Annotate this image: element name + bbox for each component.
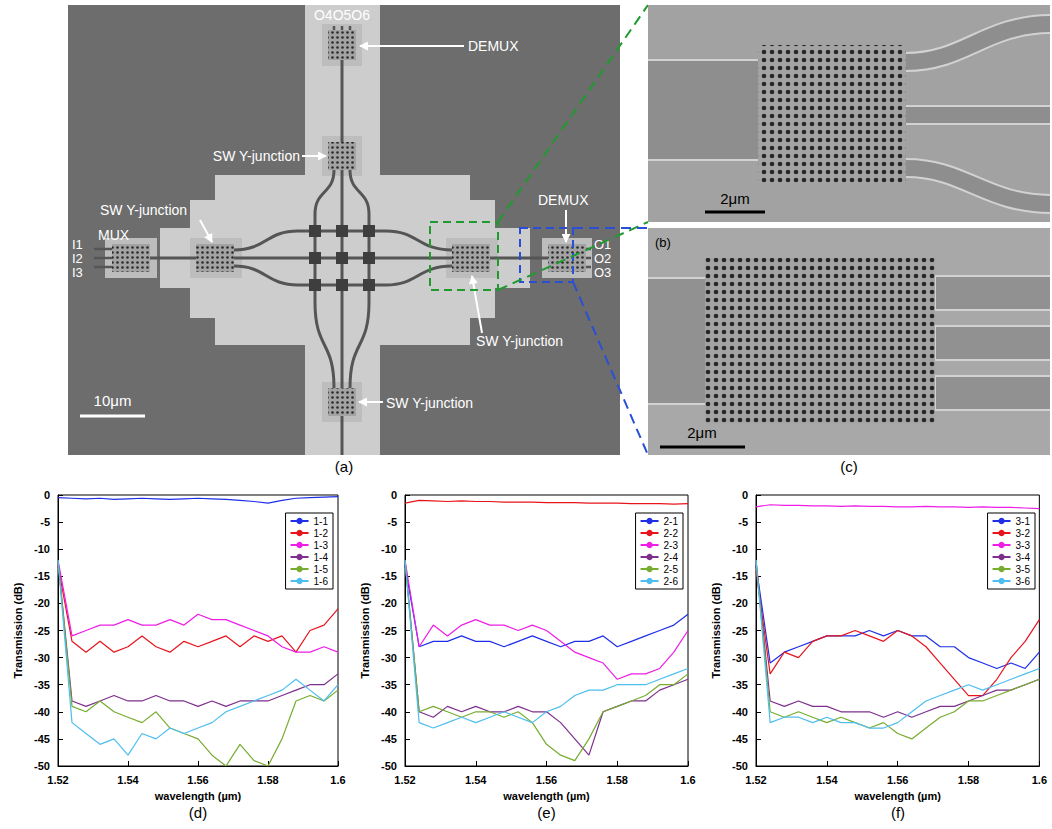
svg-text:Transmission (dB): Transmission (dB) [359,582,371,678]
svg-text:-10: -10 [34,543,50,555]
svg-text:I3: I3 [72,265,83,280]
svg-text:1.54: 1.54 [816,774,838,786]
svg-text:2-1: 2-1 [664,516,679,527]
svg-text:SW Y-junction: SW Y-junction [100,202,187,218]
html-text:(f): (f) [890,804,906,821]
svg-text:-50: -50 [732,760,748,772]
svg-text:SW Y-junction: SW Y-junction [476,333,563,349]
svg-text:O2: O2 [594,251,611,266]
svg-text:1.58: 1.58 [257,774,278,786]
svg-text:wavelength (µm): wavelength (µm) [853,790,941,802]
svg-text:SW Y-junction: SW Y-junction [386,395,473,411]
svg-text:3-6: 3-6 [1016,576,1031,587]
svg-text:I2: I2 [72,251,83,266]
svg-text:3-5: 3-5 [1016,564,1031,575]
svg-text:0: 0 [44,489,50,501]
svg-text:1.52: 1.52 [745,774,766,786]
svg-text:-5: -5 [387,516,397,528]
svg-text:MUX: MUX [98,227,130,243]
svg-text:-40: -40 [34,706,50,718]
svg-text:2μm: 2μm [687,424,716,441]
svg-text:-35: -35 [381,679,397,691]
svg-text:0: 0 [742,489,748,501]
svg-text:1-2: 1-2 [314,528,329,539]
svg-text:1-3: 1-3 [314,540,329,551]
svg-text:10μm: 10μm [94,392,132,409]
svg-text:(c): (c) [840,458,858,475]
svg-text:-35: -35 [732,679,748,691]
svg-text:O3: O3 [594,265,611,280]
svg-text:-20: -20 [732,597,748,609]
svg-text:-40: -40 [381,706,397,718]
svg-text:1-1: 1-1 [314,516,329,527]
svg-text:-15: -15 [34,570,50,582]
svg-text:Transmission (dB): Transmission (dB) [12,582,24,678]
svg-text:3-2: 3-2 [1016,528,1031,539]
svg-text:SW Y-junction: SW Y-junction [213,148,300,164]
svg-text:1.6: 1.6 [330,774,345,786]
svg-text:-35: -35 [34,679,50,691]
svg-text:2-3: 2-3 [664,540,679,551]
svg-text:2-6: 2-6 [664,576,679,587]
svg-text:1.58: 1.58 [607,774,628,786]
svg-text:2-4: 2-4 [664,552,679,563]
svg-text:-45: -45 [34,733,50,745]
svg-text:3-3: 3-3 [1016,540,1031,551]
svg-text:-5: -5 [738,516,748,528]
svg-text:2-2: 2-2 [664,528,679,539]
svg-text:-25: -25 [34,625,50,637]
svg-text:1.6: 1.6 [680,774,695,786]
svg-text:1.6: 1.6 [1032,774,1047,786]
svg-text:-45: -45 [381,733,397,745]
svg-text:1-4: 1-4 [314,552,329,563]
svg-text:1.56: 1.56 [536,774,557,786]
svg-text:I1: I1 [72,237,83,252]
svg-text:-40: -40 [732,706,748,718]
svg-text:-25: -25 [381,625,397,637]
svg-text:1-5: 1-5 [314,564,329,575]
svg-text:2μm: 2μm [720,190,749,207]
svg-text:-20: -20 [34,597,50,609]
svg-text:-25: -25 [732,625,748,637]
svg-text:(a): (a) [335,458,353,475]
html-text:(d): (d) [188,804,208,821]
svg-text:-10: -10 [732,543,748,555]
svg-text:1.54: 1.54 [465,774,487,786]
svg-text:wavelength (µm): wavelength (µm) [502,790,590,802]
svg-text:-30: -30 [381,652,397,664]
svg-text:3-1: 3-1 [1016,516,1031,527]
svg-text:1.56: 1.56 [187,774,208,786]
svg-text:DEMUX: DEMUX [468,38,519,54]
svg-text:2-5: 2-5 [664,564,679,575]
svg-text:0: 0 [391,489,397,501]
svg-text:-5: -5 [40,516,50,528]
svg-text:1.58: 1.58 [958,774,979,786]
svg-text:-50: -50 [381,760,397,772]
svg-text:(b): (b) [655,235,671,250]
svg-text:1.52: 1.52 [394,774,415,786]
svg-text:-30: -30 [34,652,50,664]
svg-text:wavelength (µm): wavelength (µm) [154,790,242,802]
svg-text:DEMUX: DEMUX [538,192,589,208]
svg-text:1-6: 1-6 [314,576,329,587]
svg-text:-15: -15 [381,570,397,582]
svg-text:O1: O1 [594,237,612,252]
svg-text:1.52: 1.52 [47,774,68,786]
svg-text:-45: -45 [732,733,748,745]
svg-text:-15: -15 [732,570,748,582]
svg-text:3-4: 3-4 [1016,552,1031,563]
svg-text:1.54: 1.54 [117,774,139,786]
svg-text:O4O5O6: O4O5O6 [314,7,370,23]
svg-text:-50: -50 [34,760,50,772]
html-text:(e): (e) [537,804,556,821]
svg-text:-20: -20 [381,597,397,609]
svg-text:Transmission (dB): Transmission (dB) [710,582,722,678]
svg-text:-30: -30 [732,652,748,664]
svg-text:1.56: 1.56 [887,774,908,786]
svg-text:-10: -10 [381,543,397,555]
